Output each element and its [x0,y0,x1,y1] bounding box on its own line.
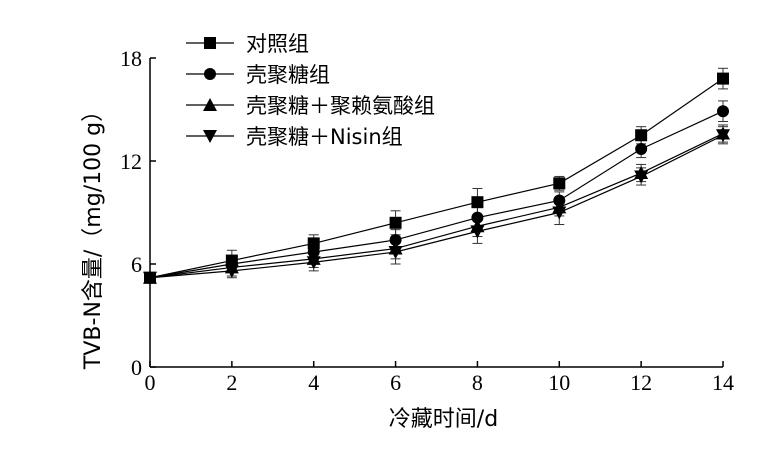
x-tick-label: 10 [548,370,570,395]
x-tick-label: 6 [390,370,401,395]
triangle-down-marker [306,256,321,270]
square-marker [553,177,566,190]
square-marker [471,196,484,209]
circle-marker [717,105,729,118]
circle-marker [635,142,648,155]
legend-label: 壳聚糖＋聚赖氨酸组 [246,94,435,118]
square-marker [635,129,648,142]
y-tick-label: 6 [131,252,142,277]
triangle-down-marker [143,271,157,285]
y-axis-title: TVB-N含量/（mg/100 g） [81,100,106,370]
series-line [149,110,724,279]
y-tick-label: 18 [120,46,142,71]
y-tick-label: 12 [120,149,142,174]
series-4 [143,129,730,285]
triangle-down-marker [388,245,403,259]
y-tick-label: 0 [131,355,142,380]
series-line [149,78,724,279]
axes [149,58,723,368]
triangle-down-marker [634,170,649,184]
legend-label: 壳聚糖＋Nisin组 [246,125,403,149]
circle-marker [389,233,402,246]
triangle-down-marker [552,206,567,220]
series [143,72,730,285]
legend-label: 壳聚糖组 [246,63,330,87]
triangle-down-marker [203,130,217,143]
legend-item: 壳聚糖＋Nisin组 [186,125,403,149]
series-line [149,132,724,279]
legend-item: 壳聚糖组 [186,63,330,87]
ticks: 0 2 4 6 8 10 12 14 0 6 12 18 [120,46,734,395]
circle-marker [471,211,484,224]
square-marker [307,237,320,250]
x-tick-label: 14 [712,370,734,395]
triangle-down-marker [224,264,239,278]
legend-label: 对照组 [246,32,309,56]
legend-item: 壳聚糖＋聚赖氨酸组 [186,94,435,118]
x-tick-label: 2 [226,370,237,395]
legend-item: 对照组 [186,32,309,56]
x-tick-label: 4 [308,370,319,395]
triangle-down-marker [470,225,485,239]
square-marker [204,37,216,49]
x-tick-label: 8 [472,370,483,395]
series-line [149,134,724,279]
triangle-down-marker [716,129,730,143]
square-marker [389,216,402,229]
x-axis-title: 冷藏时间/d [389,407,498,432]
triangle-up-marker [203,98,217,111]
square-marker [717,72,729,85]
circle-marker [204,68,216,80]
x-tick-label: 0 [145,370,156,395]
x-tick-label: 12 [630,370,652,395]
